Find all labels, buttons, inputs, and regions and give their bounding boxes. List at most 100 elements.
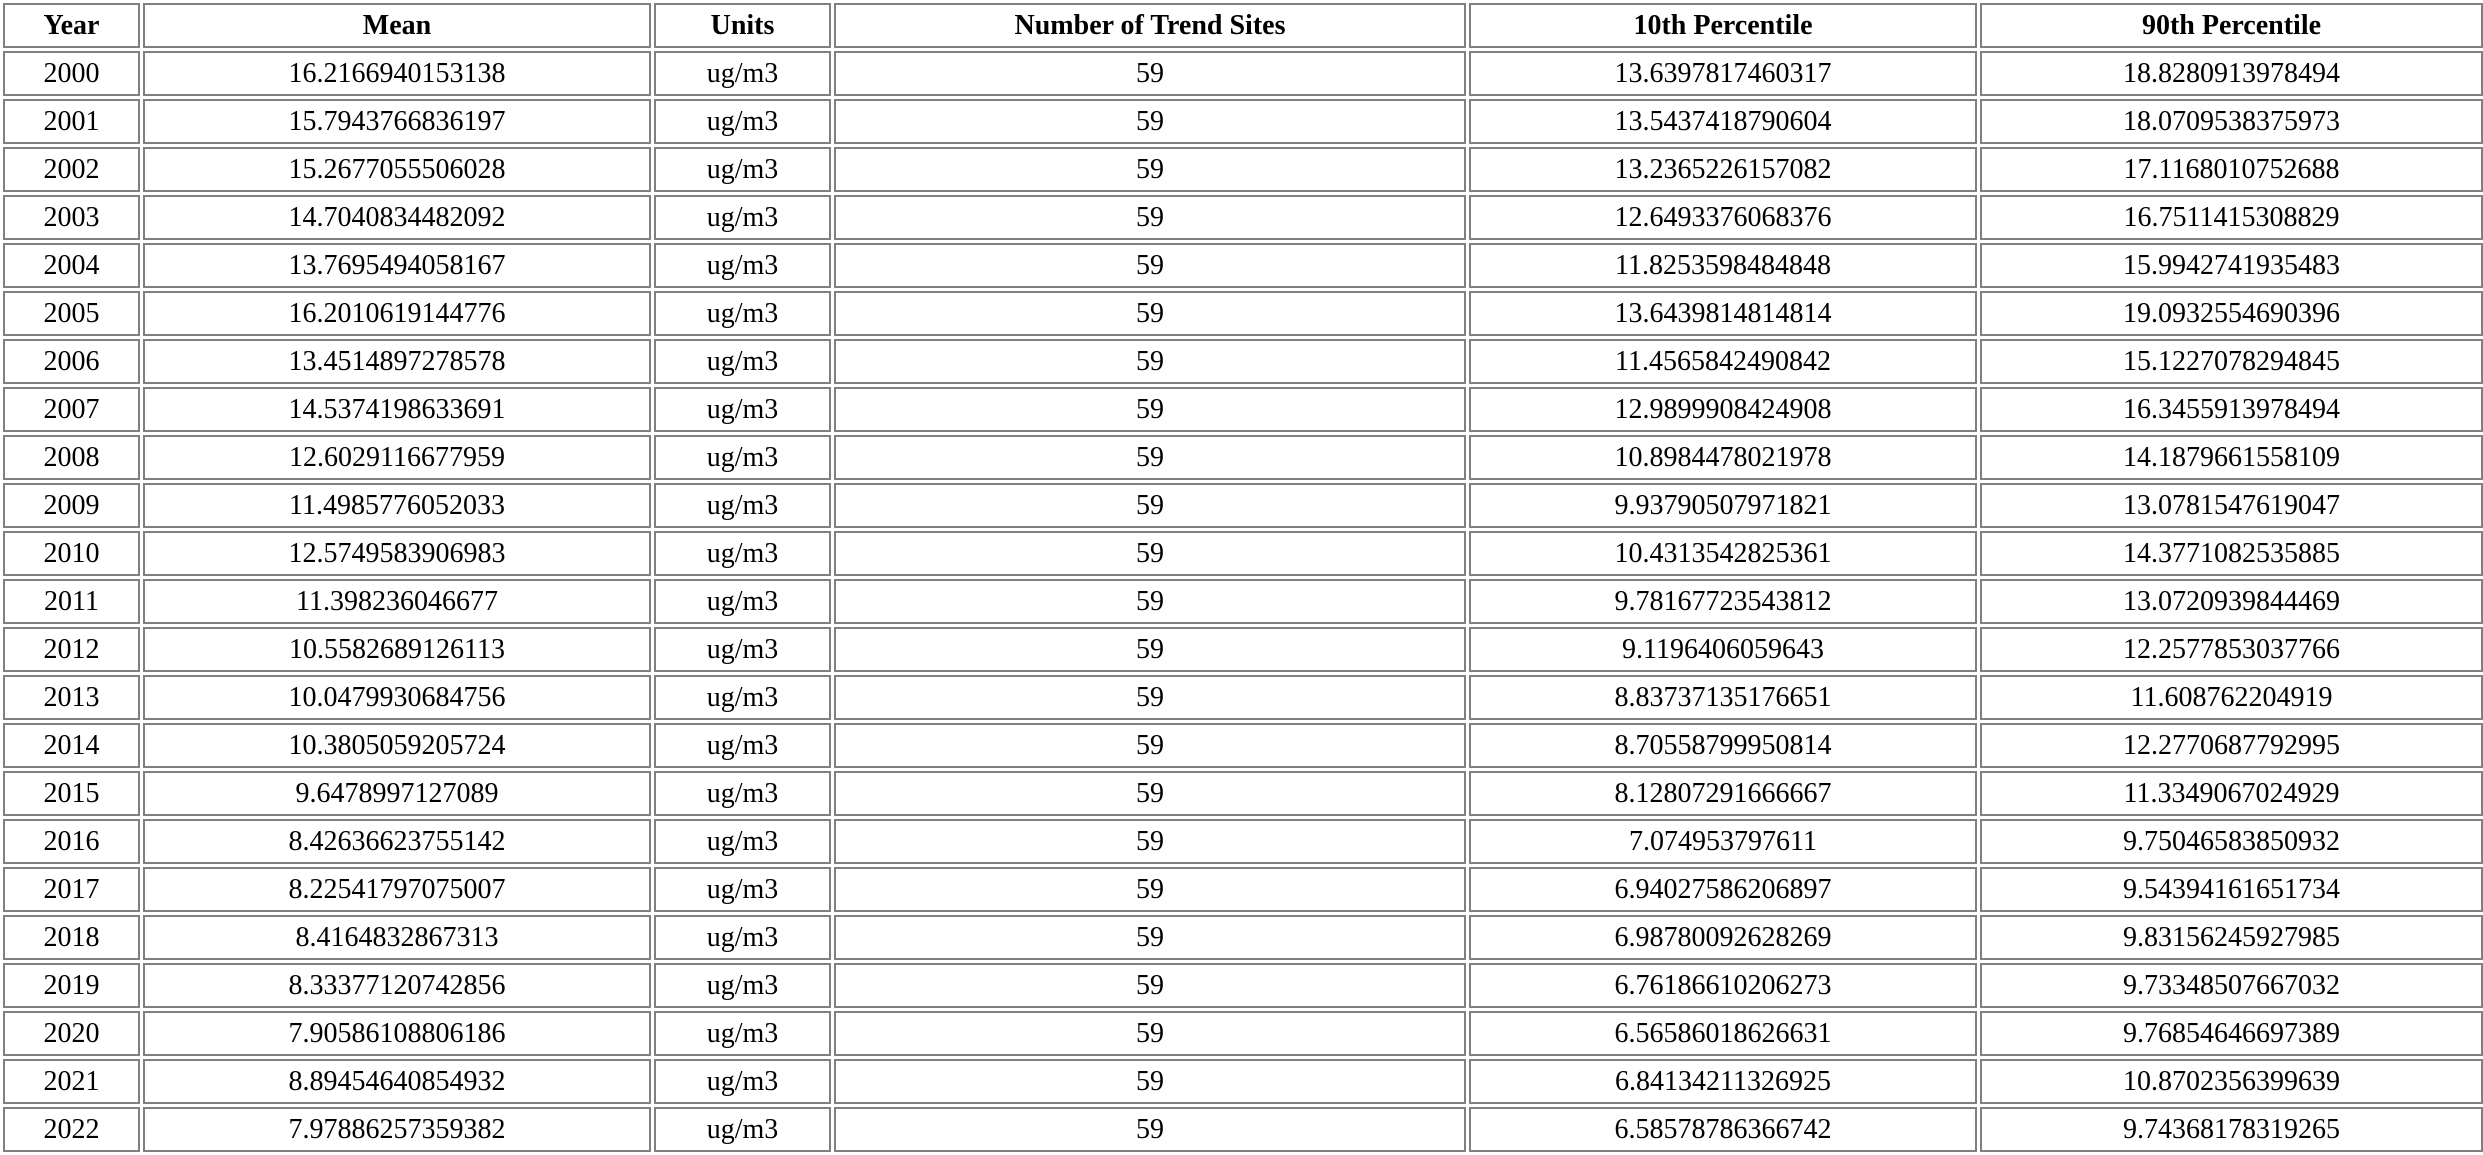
cell-10th-percentile: 12.9899908424908: [1469, 387, 1977, 432]
cell-units: ug/m3: [654, 627, 831, 672]
cell-90th-percentile: 14.1879661558109: [1980, 435, 2483, 480]
cell-90th-percentile: 18.8280913978494: [1980, 51, 2483, 96]
cell-units: ug/m3: [654, 819, 831, 864]
cell-units: ug/m3: [654, 435, 831, 480]
cell-year: 2010: [3, 531, 140, 576]
cell-units: ug/m3: [654, 387, 831, 432]
cell-mean: 14.5374198633691: [143, 387, 651, 432]
cell-year: 2015: [3, 771, 140, 816]
cell-10th-percentile: 11.8253598484848: [1469, 243, 1977, 288]
header-trend-sites: Number of Trend Sites: [834, 3, 1466, 48]
header-90th-percentile: 90th Percentile: [1980, 3, 2483, 48]
cell-trend-sites: 59: [834, 915, 1466, 960]
cell-90th-percentile: 11.608762204919: [1980, 675, 2483, 720]
cell-units: ug/m3: [654, 1107, 831, 1152]
cell-year: 2017: [3, 867, 140, 912]
cell-90th-percentile: 18.0709538375973: [1980, 99, 2483, 144]
cell-trend-sites: 59: [834, 723, 1466, 768]
cell-mean: 7.90586108806186: [143, 1011, 651, 1056]
cell-mean: 16.2166940153138: [143, 51, 651, 96]
cell-trend-sites: 59: [834, 243, 1466, 288]
cell-year: 2008: [3, 435, 140, 480]
header-year: Year: [3, 3, 140, 48]
table-row: 2019 8.33377120742856 ug/m3 59 6.76186610206…: [3, 963, 2483, 1008]
cell-units: ug/m3: [654, 339, 831, 384]
cell-units: ug/m3: [654, 243, 831, 288]
cell-90th-percentile: 9.73348507667032: [1980, 963, 2483, 1008]
cell-mean: 8.4164832867313: [143, 915, 651, 960]
cell-90th-percentile: 15.9942741935483: [1980, 243, 2483, 288]
cell-10th-percentile: 10.8984478021978: [1469, 435, 1977, 480]
cell-trend-sites: 59: [834, 1107, 1466, 1152]
table-row: 2011 11.398236046677 ug/m3 59 9.781677235438…: [3, 579, 2483, 624]
cell-mean: 15.2677055506028: [143, 147, 651, 192]
cell-90th-percentile: 9.54394161651734: [1980, 867, 2483, 912]
cell-trend-sites: 59: [834, 387, 1466, 432]
cell-10th-percentile: 13.6439814814814: [1469, 291, 1977, 336]
cell-mean: 15.7943766836197: [143, 99, 651, 144]
cell-year: 2021: [3, 1059, 140, 1104]
cell-year: 2012: [3, 627, 140, 672]
cell-trend-sites: 59: [834, 963, 1466, 1008]
cell-mean: 8.33377120742856: [143, 963, 651, 1008]
header-10th-percentile: 10th Percentile: [1469, 3, 1977, 48]
cell-trend-sites: 59: [834, 627, 1466, 672]
cell-90th-percentile: 13.0720939844469: [1980, 579, 2483, 624]
cell-mean: 10.0479930684756: [143, 675, 651, 720]
cell-90th-percentile: 15.1227078294845: [1980, 339, 2483, 384]
cell-90th-percentile: 17.1168010752688: [1980, 147, 2483, 192]
cell-90th-percentile: 12.2770687792995: [1980, 723, 2483, 768]
table-row: 2008 12.6029116677959 ug/m3 59 10.8984478021…: [3, 435, 2483, 480]
cell-trend-sites: 59: [834, 483, 1466, 528]
cell-units: ug/m3: [654, 99, 831, 144]
cell-mean: 9.6478997127089: [143, 771, 651, 816]
cell-trend-sites: 59: [834, 579, 1466, 624]
cell-mean: 14.7040834482092: [143, 195, 651, 240]
table-row: 2002 15.2677055506028 ug/m3 59 13.2365226157…: [3, 147, 2483, 192]
cell-year: 2001: [3, 99, 140, 144]
table-row: 2012 10.5582689126113 ug/m3 59 9.11964060596…: [3, 627, 2483, 672]
cell-trend-sites: 59: [834, 339, 1466, 384]
table-row: 2015 9.6478997127089 ug/m3 59 8.128072916666…: [3, 771, 2483, 816]
table-row: 2020 7.90586108806186 ug/m3 59 6.56586018626…: [3, 1011, 2483, 1056]
cell-units: ug/m3: [654, 483, 831, 528]
cell-year: 2002: [3, 147, 140, 192]
header-row: Year Mean Units Number of Trend Sites 10…: [3, 3, 2483, 48]
cell-units: ug/m3: [654, 963, 831, 1008]
cell-year: 2009: [3, 483, 140, 528]
table-row: 2022 7.97886257359382 ug/m3 59 6.58578786366…: [3, 1107, 2483, 1152]
cell-units: ug/m3: [654, 291, 831, 336]
cell-trend-sites: 59: [834, 1059, 1466, 1104]
cell-trend-sites: 59: [834, 99, 1466, 144]
cell-mean: 10.3805059205724: [143, 723, 651, 768]
cell-90th-percentile: 19.0932554690396: [1980, 291, 2483, 336]
cell-10th-percentile: 13.5437418790604: [1469, 99, 1977, 144]
cell-units: ug/m3: [654, 675, 831, 720]
table-row: 2013 10.0479930684756 ug/m3 59 8.83737135176…: [3, 675, 2483, 720]
cell-units: ug/m3: [654, 771, 831, 816]
header-mean: Mean: [143, 3, 651, 48]
table-row: 2005 16.2010619144776 ug/m3 59 13.6439814814…: [3, 291, 2483, 336]
cell-year: 2003: [3, 195, 140, 240]
cell-year: 2013: [3, 675, 140, 720]
table-row: 2006 13.4514897278578 ug/m3 59 11.4565842490…: [3, 339, 2483, 384]
cell-year: 2005: [3, 291, 140, 336]
cell-trend-sites: 59: [834, 771, 1466, 816]
cell-trend-sites: 59: [834, 147, 1466, 192]
cell-units: ug/m3: [654, 867, 831, 912]
header-units: Units: [654, 3, 831, 48]
cell-10th-percentile: 6.84134211326925: [1469, 1059, 1977, 1104]
cell-mean: 7.97886257359382: [143, 1107, 651, 1152]
cell-trend-sites: 59: [834, 675, 1466, 720]
cell-10th-percentile: 6.56586018626631: [1469, 1011, 1977, 1056]
table-row: 2021 8.89454640854932 ug/m3 59 6.84134211326…: [3, 1059, 2483, 1104]
cell-90th-percentile: 13.0781547619047: [1980, 483, 2483, 528]
cell-10th-percentile: 9.78167723543812: [1469, 579, 1977, 624]
cell-10th-percentile: 6.94027586206897: [1469, 867, 1977, 912]
cell-year: 2011: [3, 579, 140, 624]
cell-mean: 11.4985776052033: [143, 483, 651, 528]
cell-year: 2006: [3, 339, 140, 384]
cell-units: ug/m3: [654, 195, 831, 240]
cell-units: ug/m3: [654, 531, 831, 576]
